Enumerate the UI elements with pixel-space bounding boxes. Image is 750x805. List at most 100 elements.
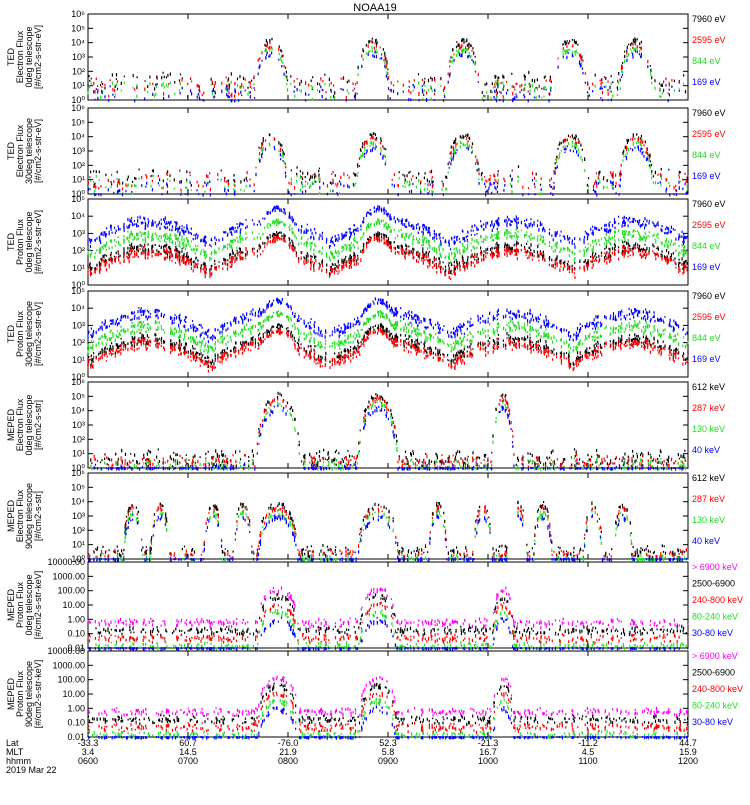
y-tick-label: 10² [72, 338, 85, 348]
chart-title: NOAA19 [353, 2, 396, 14]
legend-entry: 844 eV [692, 241, 721, 251]
y-axis-label: [#/cm2-s-str-eV] [33, 210, 43, 274]
panel-4: 10⁰ 10¹ 10² 10³ 10⁴ 10⁵ TED Proton Flux 30deg te… [6, 286, 726, 382]
y-tick-label: 10² [72, 525, 85, 535]
series-2-marks [88, 593, 687, 638]
series-5-marks [87, 616, 689, 651]
series-2-marks [88, 505, 687, 562]
panel-frame [87, 472, 689, 560]
series-2-marks [87, 235, 688, 281]
legend-entry: 7960 eV [692, 199, 726, 209]
y-tick-label: 10⁵ [71, 117, 85, 127]
x-axis-row-label: MLT [6, 747, 24, 757]
y-axis-label: [#/cm2-s-str] [33, 400, 43, 450]
y-tick-label: 10⁴ [71, 406, 85, 416]
y-tick-label: 10000.00 [47, 557, 85, 567]
legend-entry: 2595 eV [692, 220, 726, 230]
legend-entry: 2500-6900 [692, 668, 735, 678]
y-tick-label: 10¹ [72, 175, 85, 185]
y-axis-label: [#/cm2-s-str-eV] [33, 119, 43, 183]
y-tick-label: 10⁰ [71, 95, 85, 105]
y-tick-label: 10⁶ [71, 377, 85, 387]
y-axis-label: [#/cm2-s-str-eV] [33, 25, 43, 89]
panel-frame [87, 561, 689, 649]
x-tick-label-lat: -76.0 [278, 738, 299, 748]
legend-entry: 2595 eV [692, 35, 726, 45]
y-tick-label: 10⁴ [71, 303, 85, 313]
panel-frame [87, 290, 689, 378]
series-2-marks [87, 682, 689, 726]
legend-entry: > 6900 keV [692, 562, 738, 572]
y-tick-label: 10⁰ [71, 372, 85, 382]
y-axis-label: 0deg telescope [24, 26, 34, 87]
y-tick-label: 10³ [72, 228, 85, 238]
y-tick-label: 10⁵ [71, 194, 85, 204]
y-tick-label: 1.00 [67, 614, 85, 624]
x-tick-label-hhmm: 0700 [178, 756, 198, 766]
series-5-marks [88, 705, 688, 740]
y-tick-label: 10⁶ [71, 9, 85, 19]
legend-entry: 240-800 keV [692, 595, 743, 605]
y-axis-label: 0deg telescope [24, 394, 34, 455]
y-axis-label: Proton Flux [15, 670, 25, 717]
series-marks [87, 675, 689, 740]
series-3-marks [90, 140, 688, 196]
series-4-marks [87, 297, 689, 344]
legend-entry: 169 eV [692, 354, 721, 364]
y-tick-label: 1000.00 [52, 571, 85, 581]
y-tick-label: 10³ [72, 146, 85, 156]
legend-entry: 130 keV [692, 515, 725, 525]
y-axis-label: Electron Flux [15, 489, 25, 542]
series-marks [88, 500, 687, 562]
y-tick-label: 10.00 [62, 600, 85, 610]
series-marks [87, 205, 688, 281]
y-tick-label: 10⁰ [71, 189, 85, 199]
y-tick-label: 10³ [72, 511, 85, 521]
y-tick-label: 0.01 [67, 732, 85, 742]
series-3-marks [88, 691, 688, 735]
panel-frame [87, 381, 689, 469]
y-tick-label: 10⁰ [71, 280, 85, 290]
y-axis-label: TED [6, 141, 16, 160]
x-axis-row-label: hhmm [6, 756, 31, 766]
y-tick-label: 0.10 [67, 718, 85, 728]
y-axis-label: [#/cm2-s-str-eV] [33, 302, 43, 366]
legend-entry: 2500-6900 [692, 579, 735, 589]
y-axis-label: MEPED [6, 678, 16, 711]
y-tick-label: 10⁰ [71, 554, 85, 564]
y-tick-label: 10¹ [72, 81, 85, 91]
x-tick-label-hhmm: 0800 [278, 756, 298, 766]
y-tick-label: 10¹ [72, 355, 85, 365]
x-axis-row-label: Lat [6, 738, 19, 748]
y-tick-label: 0.01 [67, 643, 85, 653]
y-axis-label: 0deg telescope [24, 211, 34, 272]
series-3-marks [87, 310, 689, 355]
legend-entry: 40 keV [692, 536, 720, 546]
y-axis-label: TED [6, 232, 16, 251]
y-axis-label: Electron Flux [15, 124, 25, 177]
y-tick-label: 10⁵ [71, 391, 85, 401]
legend-entry: 130 keV [692, 424, 725, 434]
series-marks [90, 391, 689, 471]
legend-entry: 7960 eV [692, 14, 726, 24]
x-tick-label-mlt: 21.9 [279, 747, 297, 757]
series-marks [87, 132, 689, 197]
legend-entry: 169 eV [692, 77, 721, 87]
y-axis-label: 0deg telescope [24, 574, 34, 635]
y-tick-label: 10¹ [72, 540, 85, 550]
y-tick-label: 10³ [72, 320, 85, 330]
legend-entry: 7960 eV [692, 291, 726, 301]
y-tick-label: 10¹ [72, 263, 85, 273]
panel-1: 10⁰ 10¹ 10² 10³ 10⁴ 10⁵ 10⁶ TED Electron Flux 0de… [6, 9, 726, 105]
y-tick-label: 100.00 [57, 675, 85, 685]
y-axis-label: 90deg telescope [24, 661, 34, 727]
series-1-marks [87, 586, 689, 630]
panel-8: 0.01 0.10 1.00 10.00 100.00 1000.00 10000.00 ME… [6, 646, 743, 742]
y-axis-label: [#/cm2-s-str] [33, 491, 43, 541]
y-axis-label: TED [6, 324, 16, 343]
panel-7: 0.01 0.10 1.00 10.00 100.00 1000.00 10000.00 ME… [6, 557, 743, 653]
series-1-marks [87, 323, 689, 368]
x-tick-label-hhmm: 1100 [578, 756, 597, 766]
y-tick-label: 10³ [72, 420, 85, 430]
